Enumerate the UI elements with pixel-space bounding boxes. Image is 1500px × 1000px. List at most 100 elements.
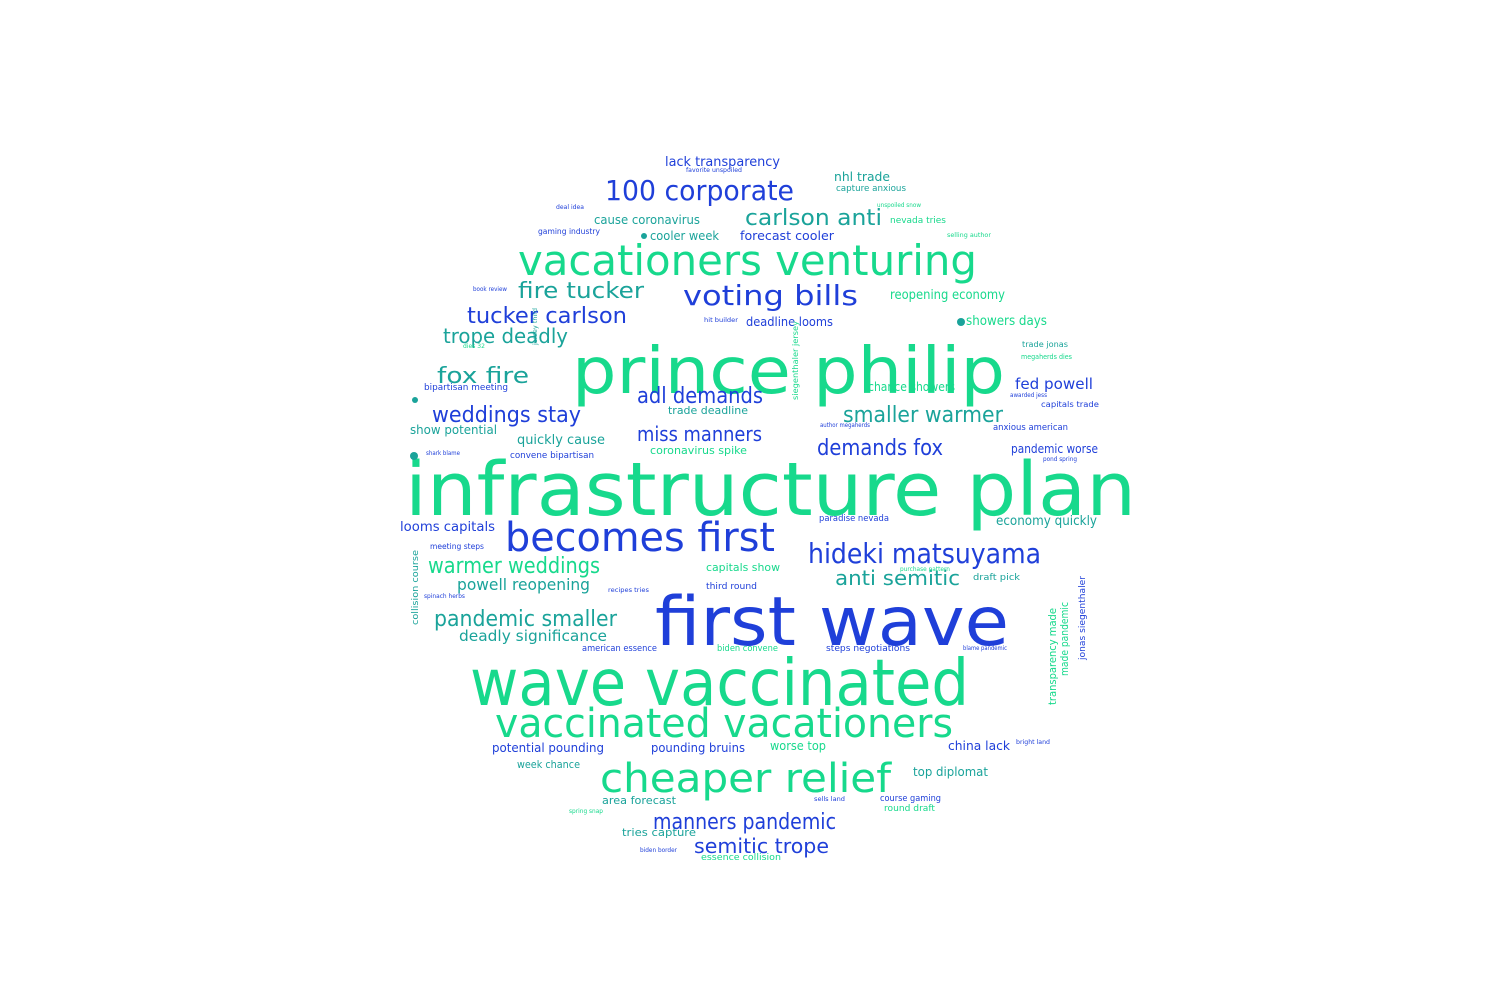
word-cloud-word: worse top [770,739,826,753]
word-cloud-word: economy quickly [996,514,1097,529]
word-cloud-word: cooler week [650,229,719,243]
word-cloud-word: trade jonas [1022,340,1068,349]
word-cloud-word: week chance [517,758,580,771]
word-cloud-word: capitals show [706,561,780,574]
word-cloud-word: hit builder [704,317,739,324]
word-cloud-word: round draft [884,804,935,814]
word-cloud-word: coronavirus spike [650,444,747,457]
word-cloud-word: wave vaccinated [470,647,969,721]
word-cloud-word: looms capitals [400,520,495,535]
word-cloud-word: anti semitic [835,566,960,590]
word-cloud-word: favorite unspoiled [686,167,742,174]
word-cloud-word: selling author [947,232,992,239]
word-cloud-word: essence collision [701,853,781,863]
word-cloud-dot [410,452,418,460]
word-cloud-word: powell reopening [457,575,590,594]
word-cloud-word: capture anxious [836,184,906,194]
word-cloud-word: paradise nevada [819,514,889,524]
word-cloud-word: china lack [948,739,1010,753]
word-cloud-word: cheaper relief [600,756,892,802]
word-cloud-word: fox fire [437,364,529,389]
word-cloud-word: anxious american [993,423,1068,433]
word-cloud-word: chance showers [868,380,955,394]
word-cloud-word: miss manners [637,422,762,446]
word-cloud-word: blame pandemic [963,645,1007,652]
word-cloud-word: tucker carlson [467,304,627,329]
word-cloud-word: top diplomat [913,765,988,779]
word-cloud-word: spinach herbs [424,593,465,600]
word-cloud-word: vaccinated vacationers [495,701,953,747]
word-cloud-word: biden convene [717,644,778,654]
word-cloud-word: siegenthaler jersey [791,321,800,400]
word-cloud-word: jonas siegenthaler [1078,576,1088,661]
word-cloud-word: voting bills [683,279,858,312]
word-cloud-word: lack transparency [665,155,780,170]
word-cloud-word: meeting steps [430,542,484,551]
word-cloud-word: trade deadline [668,404,748,417]
word-cloud-word: fed powell [1015,375,1093,393]
word-cloud-word: bright land [1016,739,1050,746]
word-cloud-word: carlson anti [745,206,882,231]
word-cloud-word: 100 corporate [605,174,794,207]
word-cloud-word: deadline looms [746,315,833,329]
word-cloud-word: quickly cause [517,433,605,448]
word-cloud-word: recipes tries [608,587,649,594]
word-cloud-word: spring snap [569,808,603,815]
word-cloud-word: american essence [582,644,657,654]
word-cloud-word: biden border [640,847,678,854]
word-cloud-word: bipartisan meeting [424,383,508,393]
word-cloud-word: megaherds dies [1021,353,1072,361]
word-cloud-word: author megaherds [820,422,870,429]
word-cloud-word: gaming industry [538,227,600,236]
word-cloud-word: area forecast [602,794,677,807]
word-cloud-word: jersey third [532,308,539,346]
word-cloud-word: book review [473,286,507,293]
word-cloud-word: vacationers venturing [518,236,977,285]
word-cloud-word: weddings stay [432,403,581,428]
word-cloud-word: adl demands [637,384,763,409]
word-cloud-word: unspoiled snow [877,202,921,209]
word-cloud-word: first wave [655,583,1009,662]
word-cloud-word: collision course [411,550,421,625]
word-cloud-word: prince philip [572,335,1005,409]
word-cloud-word: awarded jess [1010,392,1047,399]
word-cloud-word: becomes first [505,515,775,561]
word-cloud-word: capitals trade [1041,400,1099,409]
word-cloud-word: made pandemic [1058,602,1071,676]
word-cloud-word: reopening economy [890,288,1005,303]
word-cloud-word: hideki matsuyama [808,537,1041,570]
word-cloud-word: smaller warmer [843,403,1004,428]
word-cloud-word: potential pounding [492,741,604,755]
word-cloud-word: showers days [966,314,1047,329]
word-cloud-word: manners pandemic [653,810,836,835]
word-cloud-word: demands fox [817,436,943,461]
word-cloud-word: semitic trope [694,834,829,858]
word-cloud-word: shark blame [426,450,460,457]
word-cloud-word: pandemic smaller [434,607,618,632]
word-cloud-word: pounding bruins [651,741,745,755]
word-cloud-word: cause coronavirus [594,213,700,227]
word-cloud-word: pond spring [1043,456,1077,463]
word-cloud-word: trope deadly [443,324,568,348]
word-cloud-word: course gaming [880,794,941,804]
word-cloud-word: sells land [814,796,845,803]
word-cloud-word: fire tucker [518,279,645,304]
word-cloud-word: warmer weddings [428,554,600,579]
word-cloud-word: deal idea [556,204,584,211]
word-cloud-word: convene bipartisan [510,451,594,461]
word-cloud-word: tries capture [622,826,696,839]
word-cloud-word: transparency made [1046,608,1059,705]
word-cloud-dot [641,233,647,239]
word-cloud-word: third round [706,582,757,592]
word-cloud-word: pandemic worse [1011,442,1098,456]
word-cloud-word: steps negotiations [826,644,910,654]
word-cloud-word: dies 32 [463,343,485,350]
word-cloud-word: purchase pattern [900,566,950,573]
word-cloud-word: nhl trade [834,170,890,184]
word-cloud-word: infrastructure plan [405,447,1136,533]
word-cloud-word: show potential [410,423,497,437]
word-cloud-dot [412,397,418,403]
word-cloud-word: deadly significance [459,627,607,645]
